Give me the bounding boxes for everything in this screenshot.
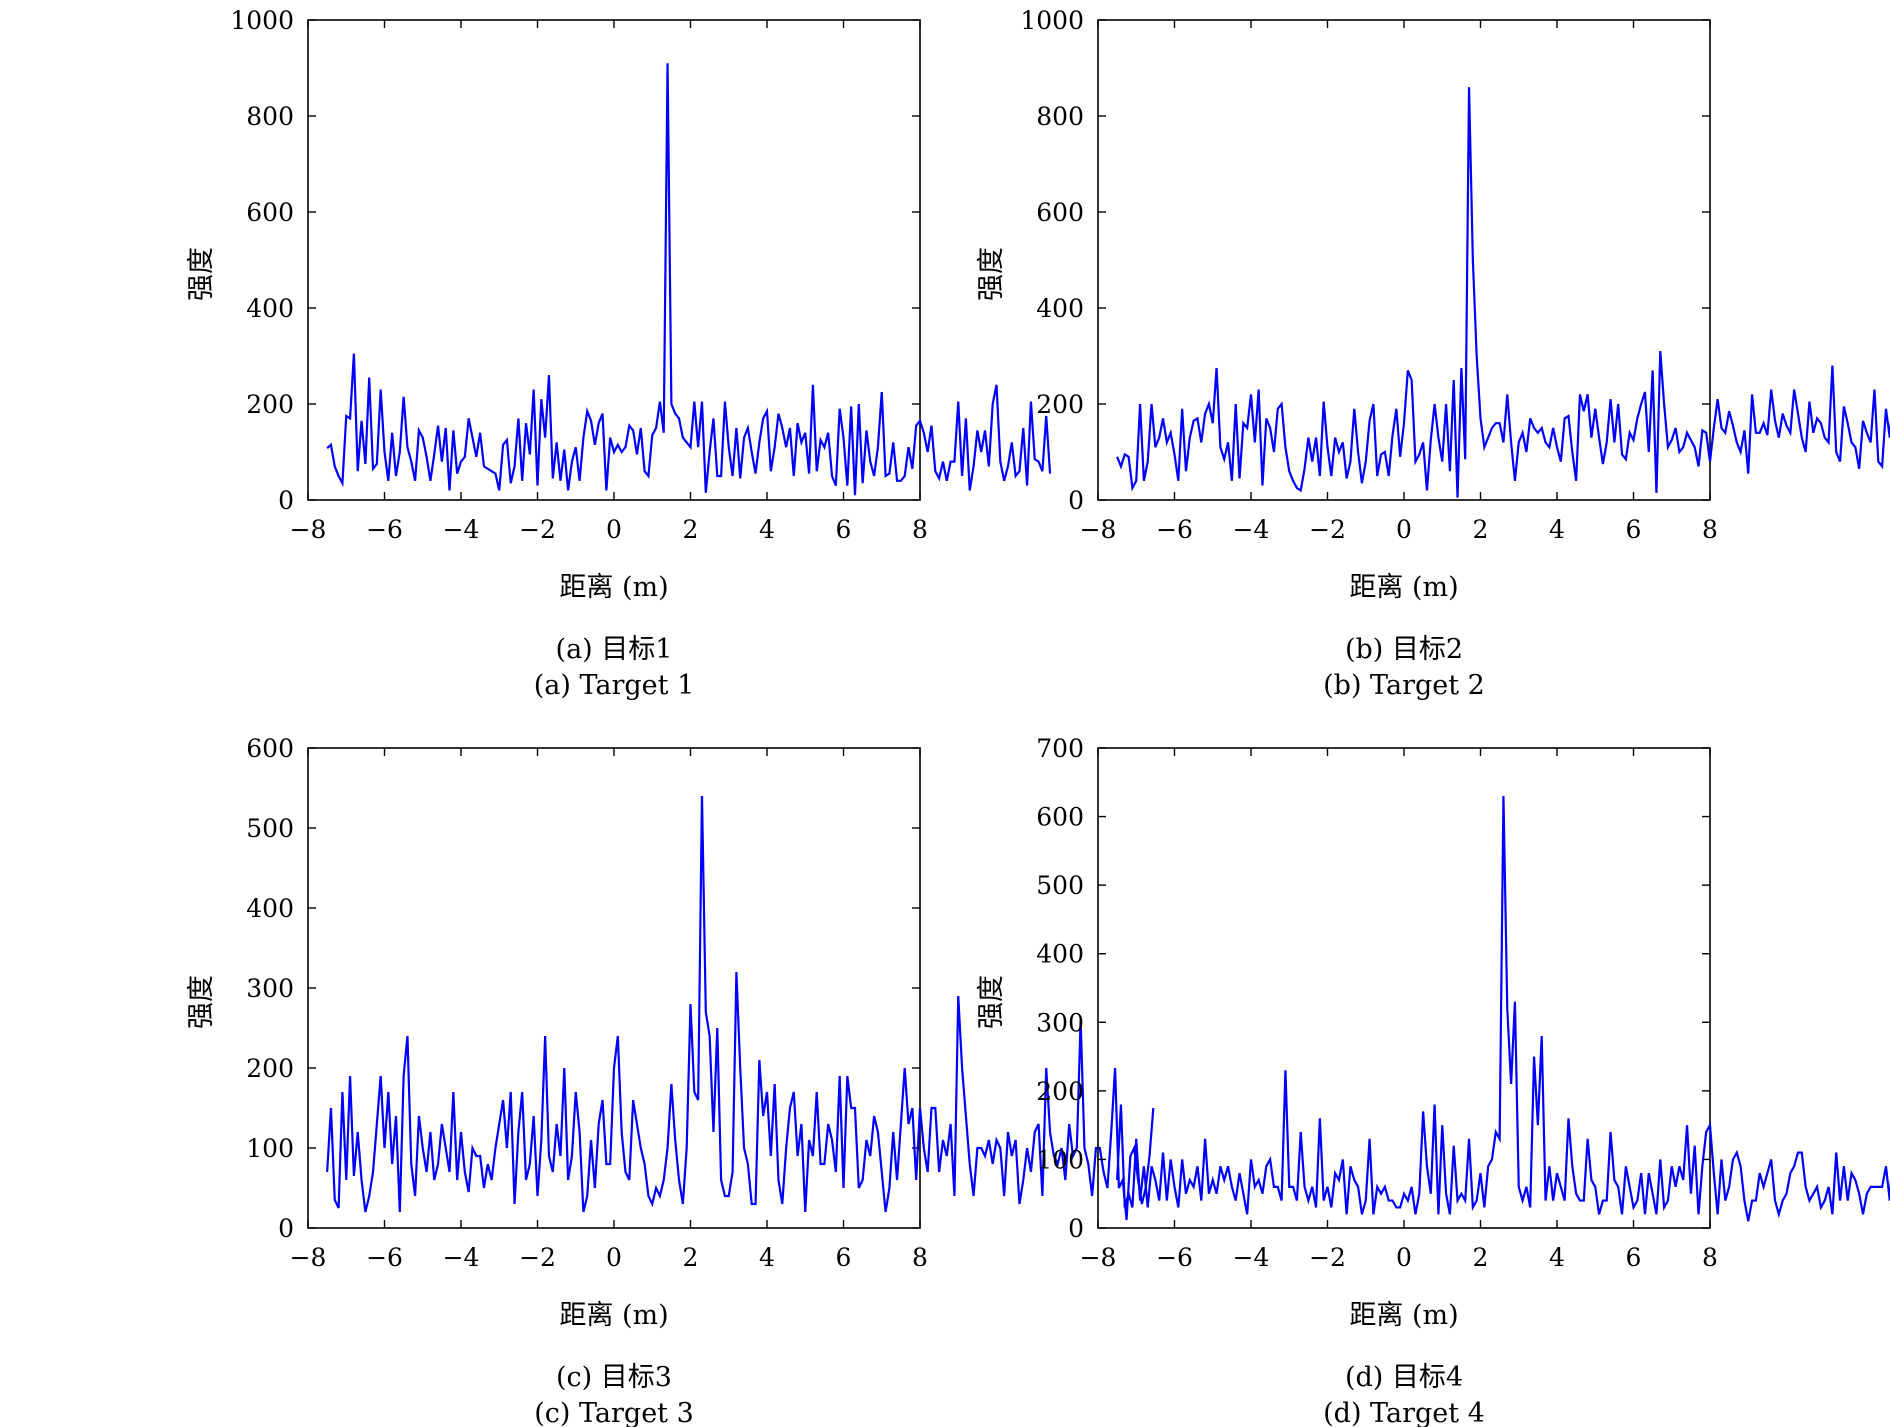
- y-tick-label: 400: [1036, 294, 1084, 323]
- x-tick-label: 8: [1702, 515, 1718, 544]
- x-tick-label: −8: [1080, 1243, 1117, 1272]
- y-tick-label: 600: [1036, 803, 1084, 832]
- x-tick-label: 4: [1549, 515, 1565, 544]
- x-tick-label: 0: [1396, 515, 1412, 544]
- y-tick-label: 1000: [230, 6, 294, 35]
- x-tick-label: −6: [1156, 1243, 1193, 1272]
- x-axis-label: 距离 (m): [1349, 572, 1458, 603]
- series-line-1: [1116, 795, 1890, 1222]
- y-axis-label: 强度: [186, 975, 217, 1029]
- chart-panel-3: −8 −6 −4 −2 0 2 4 6 8 0 100 200 300 400 500 600 距离 (m) 强度…: [186, 734, 1155, 1427]
- caption-cn: (c) 目标3: [556, 1362, 672, 1393]
- y-tick-label: 400: [246, 294, 294, 323]
- y-tick-label: 0: [278, 486, 294, 515]
- y-axis-label: 强度: [976, 247, 1007, 301]
- y-tick-label: 500: [1036, 871, 1084, 900]
- y-tick-label: 800: [1036, 102, 1084, 131]
- caption-en: (d) Target 4: [1323, 1398, 1485, 1427]
- x-tick-label: 6: [1626, 1243, 1642, 1272]
- caption-cn: (a) 目标1: [556, 634, 673, 665]
- chart-panel-4: −8 −6 −4 −2 0 2 4 6 8 0 100 200 300 400 500 600 700 距离 (m…: [976, 734, 1890, 1427]
- y-tick-label: 600: [246, 734, 294, 763]
- x-tick-label: 2: [1473, 1243, 1489, 1272]
- x-tick-label: 8: [912, 515, 928, 544]
- y-tick-label: 800: [246, 102, 294, 131]
- caption-cn: (b) 目标2: [1345, 634, 1463, 665]
- x-tick-label: −2: [519, 1243, 556, 1272]
- x-tick-label: −4: [1233, 1243, 1270, 1272]
- y-tick-label: 200: [246, 390, 294, 419]
- x-axis-label: 距离 (m): [1349, 1300, 1458, 1331]
- caption-cn: (d) 目标4: [1345, 1362, 1463, 1393]
- x-tick-label: −8: [290, 1243, 327, 1272]
- y-tick-label: 400: [246, 894, 294, 923]
- y-tick-label: 300: [1036, 1008, 1084, 1037]
- x-tick-label: −2: [1309, 1243, 1346, 1272]
- y-tick-label: 600: [1036, 198, 1084, 227]
- caption-en: (a) Target 1: [534, 670, 695, 701]
- y-tick-label: 100: [1036, 1145, 1084, 1174]
- chart-panel-2: −8 −6 −4 −2 0 2 4 6 8 0 200 400 600 800 1000 距离 (m) 强度 (b…: [976, 6, 1890, 701]
- x-tick-label: −4: [443, 1243, 480, 1272]
- x-tick-label: −6: [366, 515, 403, 544]
- x-tick-label: 4: [1549, 1243, 1565, 1272]
- x-tick-label: −6: [366, 1243, 403, 1272]
- x-tick-label: 0: [606, 515, 622, 544]
- y-tick-label: 600: [246, 198, 294, 227]
- y-axis-label: 强度: [976, 975, 1007, 1029]
- y-tick-label: 0: [1068, 1214, 1084, 1243]
- x-tick-label: 2: [683, 1243, 699, 1272]
- x-tick-label: 6: [1626, 515, 1642, 544]
- x-tick-label: 8: [912, 1243, 928, 1272]
- x-tick-label: 0: [1396, 1243, 1412, 1272]
- y-tick-label: 500: [246, 814, 294, 843]
- y-tick-label: 100: [246, 1134, 294, 1163]
- y-tick-label: 400: [1036, 940, 1084, 969]
- caption-en: (b) Target 2: [1323, 670, 1485, 701]
- x-tick-label: −8: [290, 515, 327, 544]
- x-tick-label: 2: [683, 515, 699, 544]
- x-tick-label: −4: [1233, 515, 1270, 544]
- y-tick-label: 700: [1036, 734, 1084, 763]
- series-line-1: [1116, 87, 1890, 498]
- x-axis-label: 距离 (m): [559, 1300, 668, 1331]
- x-tick-label: 8: [1702, 1243, 1718, 1272]
- y-tick-label: 300: [246, 974, 294, 1003]
- y-tick-label: 200: [246, 1054, 294, 1083]
- x-tick-label: 0: [606, 1243, 622, 1272]
- x-tick-label: −4: [443, 515, 480, 544]
- y-tick-label: 200: [1036, 1077, 1084, 1106]
- series-line-1: [326, 63, 1052, 496]
- x-tick-label: −8: [1080, 515, 1117, 544]
- chart-panel-1: −8 −6 −4 −2 0 2 4 6 8 0 200 400 600 800 1000 距离 (m) 强度 (a…: [186, 6, 1052, 701]
- x-axis-label: 距离 (m): [559, 572, 668, 603]
- y-tick-label: 200: [1036, 390, 1084, 419]
- x-tick-label: −2: [1309, 515, 1346, 544]
- x-tick-label: −6: [1156, 515, 1193, 544]
- x-tick-label: −2: [519, 515, 556, 544]
- x-tick-label: 6: [836, 515, 852, 544]
- y-tick-label: 0: [1068, 486, 1084, 515]
- y-tick-label: 0: [278, 1214, 294, 1243]
- y-axis-label: 强度: [186, 247, 217, 301]
- caption-en: (c) Target 3: [534, 1398, 694, 1427]
- x-tick-label: 4: [759, 515, 775, 544]
- series-line-1: [326, 795, 1155, 1221]
- x-tick-label: 2: [1473, 515, 1489, 544]
- x-tick-label: 6: [836, 1243, 852, 1272]
- y-tick-label: 1000: [1020, 6, 1084, 35]
- x-tick-label: 4: [759, 1243, 775, 1272]
